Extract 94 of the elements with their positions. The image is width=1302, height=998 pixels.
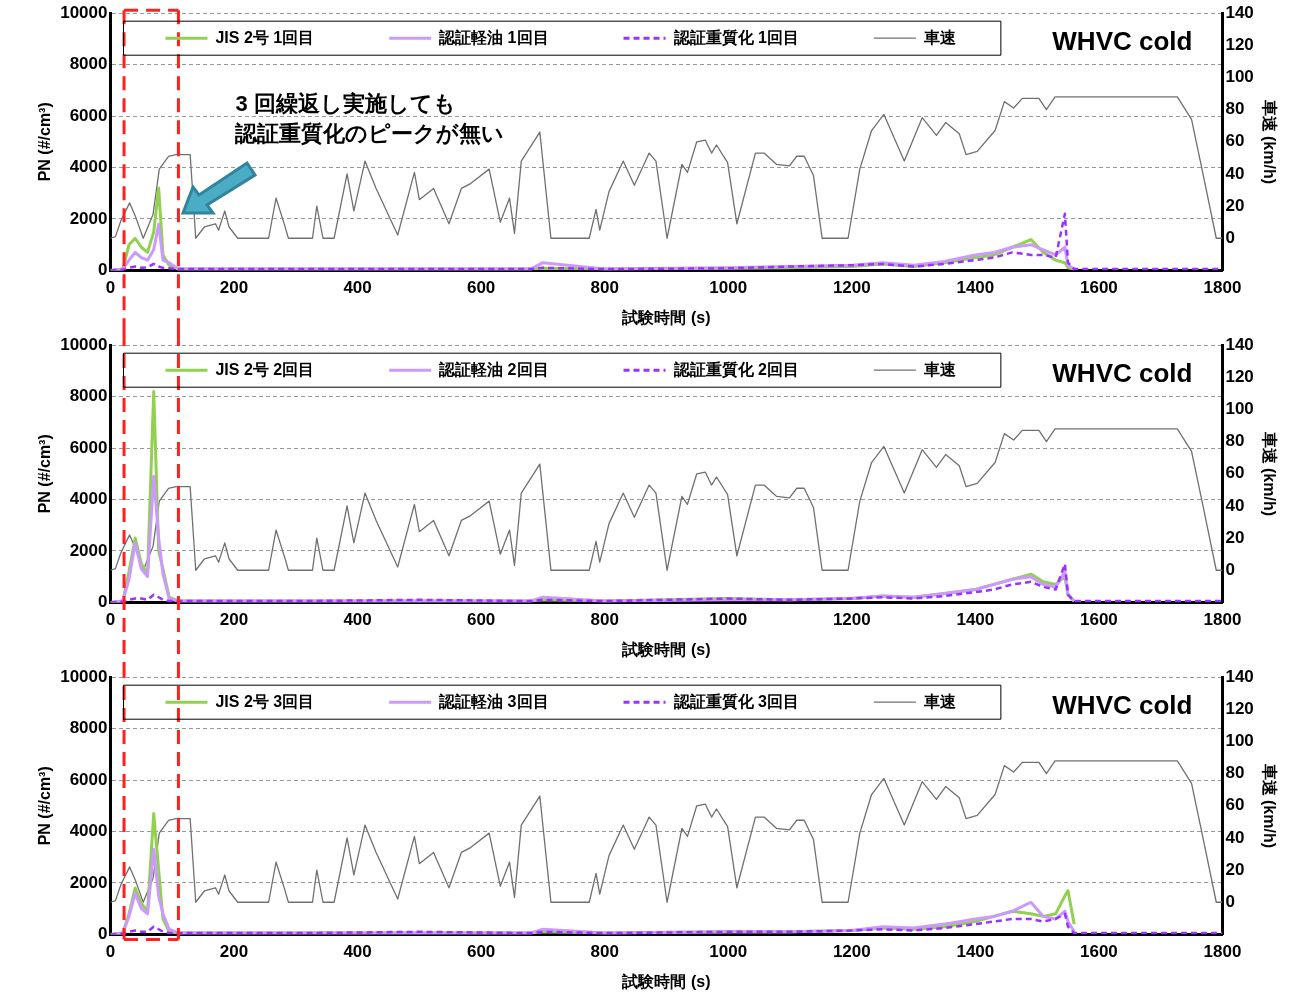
y2-tick-label: 120: [1225, 699, 1254, 719]
y2-tick-label: 80: [1225, 431, 1245, 451]
y2-tick-label: 60: [1225, 463, 1245, 483]
x-tick-label: 1400: [956, 278, 995, 298]
x-tick-label: 400: [343, 610, 372, 630]
legend-label: 認証重質化 3回目: [672, 692, 799, 711]
y2-tick-label: 0: [1225, 227, 1235, 247]
legend-label: JIS 2号 1回目: [215, 28, 315, 46]
x-tick-label: 1600: [1079, 610, 1118, 630]
y2-tick-label: 40: [1225, 827, 1245, 847]
legend-label: 認証重質化 2回目: [672, 360, 799, 379]
x-tick-label: 600: [466, 278, 496, 298]
x-tick-label: 600: [466, 942, 496, 962]
y-tick-label: 2000: [69, 872, 108, 892]
x-tick-label: 200: [219, 610, 249, 630]
legend-label: 車速: [922, 360, 957, 378]
y2-tick-label: 80: [1225, 763, 1245, 783]
y-tick-label: 0: [98, 260, 108, 280]
y-tick-label: 4000: [69, 157, 108, 177]
legend-label: 認証軽油 1回目: [438, 28, 549, 46]
x-tick-label: 800: [590, 278, 619, 298]
y2-tick-label: 80: [1225, 99, 1245, 119]
legend-label: 認証重質化 1回目: [672, 28, 799, 47]
y-tick-label: 8000: [69, 718, 108, 738]
y2-axis-title: 車速 (km/h): [1260, 762, 1278, 849]
x-tick-label: 400: [343, 942, 372, 962]
y2-tick-label: 140: [1225, 2, 1254, 22]
x-tick-label: 200: [219, 278, 249, 298]
y-tick-label: 4000: [69, 489, 108, 509]
y-tick-label: 6000: [69, 437, 108, 457]
annotation: WHVC cold: [1052, 690, 1193, 721]
x-axis-title: 試験時間 (s): [621, 308, 711, 326]
y2-tick-label: 20: [1225, 527, 1245, 547]
legend-label: 認証軽油 3回目: [438, 692, 549, 710]
x-tick-label: 1600: [1079, 942, 1118, 962]
x-tick-label: 400: [343, 278, 372, 298]
y-axis-title: PN (#/cm³): [36, 766, 54, 846]
y2-tick-label: 0: [1225, 891, 1235, 911]
y2-tick-label: 20: [1225, 859, 1245, 879]
x-tick-label: 1400: [956, 610, 995, 630]
y-tick-label: 10000: [60, 334, 108, 354]
y-tick-label: 2000: [69, 208, 108, 228]
y2-tick-label: 40: [1225, 495, 1245, 515]
y2-tick-label: 60: [1225, 795, 1245, 815]
x-tick-label: 1000: [709, 610, 748, 630]
y-tick-label: 6000: [69, 769, 108, 789]
y-tick-label: 8000: [69, 386, 108, 406]
y2-tick-label: 60: [1225, 131, 1245, 151]
annotation: WHVC cold: [1052, 26, 1193, 57]
x-tick-label: 1200: [832, 942, 871, 962]
y2-tick-label: 20: [1225, 195, 1245, 215]
y-tick-label: 8000: [69, 54, 108, 74]
y2-tick-label: 40: [1225, 163, 1245, 183]
y-tick-label: 10000: [60, 2, 108, 22]
y-axis-title: PN (#/cm³): [36, 102, 54, 182]
legend-label: JIS 2号 2回目: [215, 360, 315, 378]
legend-label: 認証軽油 2回目: [438, 360, 549, 378]
y-tick-label: 0: [98, 592, 108, 612]
x-tick-label: 800: [590, 942, 619, 962]
annotation: WHVC cold: [1052, 358, 1193, 389]
annotation: 3 回繰返し実施しても認証重質化のピークが無い: [234, 91, 505, 147]
y2-tick-label: 100: [1225, 399, 1254, 419]
y2-tick-label: 120: [1225, 35, 1254, 55]
y-tick-label: 0: [98, 924, 108, 944]
y-tick-label: 4000: [69, 821, 108, 841]
x-tick-label: 1800: [1203, 278, 1242, 298]
x-tick-label: 800: [590, 610, 619, 630]
legend-label: 車速: [922, 692, 957, 710]
x-tick-label: 1000: [709, 942, 748, 962]
x-tick-label: 1000: [709, 278, 748, 298]
x-tick-label: 1600: [1079, 278, 1118, 298]
y2-tick-label: 100: [1225, 731, 1254, 751]
y2-axis-title: 車速 (km/h): [1260, 430, 1278, 517]
y2-tick-label: 120: [1225, 367, 1254, 387]
y2-tick-label: 100: [1225, 67, 1254, 87]
y-axis-title: PN (#/cm³): [36, 434, 54, 514]
x-axis-title: 試験時間 (s): [621, 972, 711, 990]
y-tick-label: 10000: [60, 666, 108, 686]
y2-tick-label: 140: [1225, 334, 1254, 354]
y2-axis-title: 車速 (km/h): [1260, 98, 1278, 185]
x-tick-label: 1200: [832, 278, 871, 298]
legend-label: JIS 2号 3回目: [215, 692, 315, 710]
y-tick-label: 2000: [69, 540, 108, 560]
x-tick-label: 600: [466, 610, 496, 630]
x-tick-label: 1200: [832, 610, 871, 630]
y-tick-label: 6000: [69, 105, 108, 125]
y2-tick-label: 140: [1225, 666, 1254, 686]
x-tick-label: 200: [219, 942, 249, 962]
legend-label: 車速: [922, 28, 957, 46]
x-axis-title: 試験時間 (s): [621, 640, 711, 658]
x-tick-label: 1400: [956, 942, 995, 962]
x-tick-label: 1800: [1203, 942, 1242, 962]
y2-tick-label: 0: [1225, 559, 1235, 579]
x-tick-label: 1800: [1203, 610, 1242, 630]
